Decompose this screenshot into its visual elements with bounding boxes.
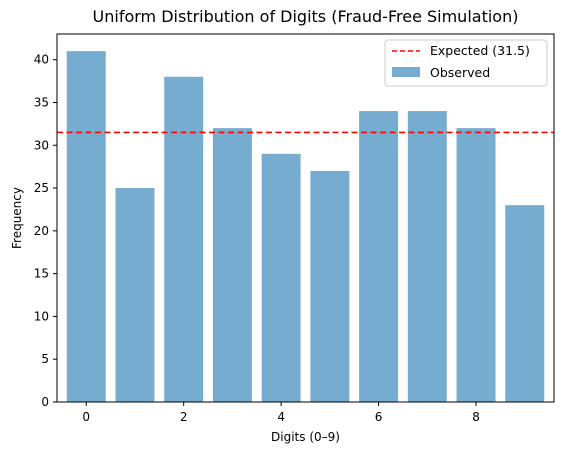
x-tick-label: 4 xyxy=(277,410,285,424)
bar-digit-3 xyxy=(212,128,252,403)
y-tick-label: 40 xyxy=(34,53,49,67)
y-tick-label: 20 xyxy=(34,224,49,238)
y-axis: 0 5 10 15 20 25 30 35 40 xyxy=(34,53,57,409)
bar-digit-4 xyxy=(261,153,301,402)
x-axis-label: Digits (0–9) xyxy=(271,430,340,444)
bar-digit-0 xyxy=(66,51,106,403)
bar-digit-8 xyxy=(456,128,496,403)
legend-observed-label: Observed xyxy=(430,65,490,80)
y-tick-label: 35 xyxy=(34,95,49,109)
legend-expected-label: Expected (31.5) xyxy=(430,43,530,58)
x-tick-label: 2 xyxy=(180,410,188,424)
legend: Expected (31.5) Observed xyxy=(384,39,548,87)
bar-digit-7 xyxy=(407,111,447,402)
bar-digit-2 xyxy=(164,76,204,402)
plot-area xyxy=(57,51,554,403)
legend-observed-swatch xyxy=(392,67,420,77)
x-tick-label: 6 xyxy=(375,410,383,424)
x-axis: 0 2 4 6 8 xyxy=(82,402,480,424)
y-tick-label: 30 xyxy=(34,138,49,152)
chart-title: Uniform Distribution of Digits (Fraud-Fr… xyxy=(93,7,519,26)
bar-digit-6 xyxy=(359,111,399,402)
legend-box xyxy=(384,39,548,87)
y-tick-label: 15 xyxy=(34,267,49,281)
bar-digit-5 xyxy=(310,170,350,402)
y-axis-label: Frequency xyxy=(10,187,24,249)
bar-digit-9 xyxy=(505,205,545,402)
y-tick-label: 0 xyxy=(41,395,49,409)
bar-digit-1 xyxy=(115,188,155,402)
x-tick-label: 0 xyxy=(82,410,90,424)
x-tick-label: 8 xyxy=(472,410,480,424)
y-tick-label: 5 xyxy=(41,352,49,366)
plot-frame xyxy=(56,33,555,403)
y-tick-label: 25 xyxy=(34,181,49,195)
y-tick-label: 10 xyxy=(34,309,49,323)
